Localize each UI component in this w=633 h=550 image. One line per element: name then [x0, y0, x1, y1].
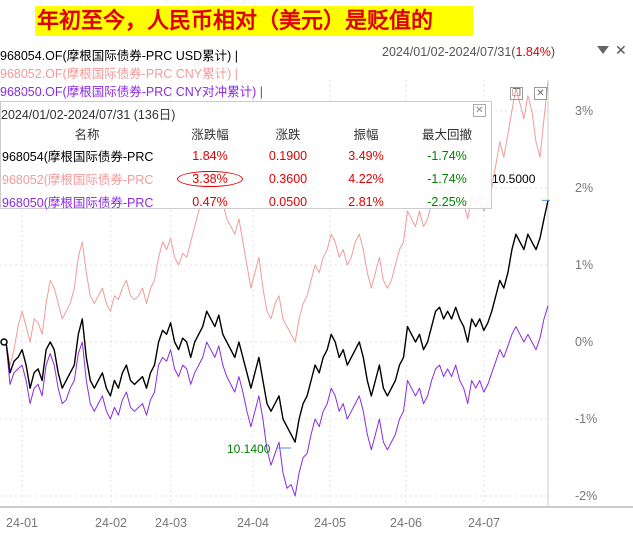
table-row[interactable]: 968050(摩根国际债券-PRC 0.47% 0.0500 2.81% -2.…: [1, 190, 491, 213]
col-name: 名称: [74, 127, 100, 142]
y-tick-label: -2%: [575, 489, 597, 503]
row-pct-highlight: 3.38%: [177, 170, 243, 187]
popup-title: 2024/01/02-2024/07/31 (136日): [1, 108, 176, 122]
stats-popup: 2024/01/02-2024/07/31 (136日) ✕ 名称 涨跌幅 涨跌…: [0, 101, 492, 210]
header-range-dates: 2024/01/02-2024/07/31: [382, 45, 512, 59]
legend-series-hedged[interactable]: 968050.OF(摩根国际债券-PRC CNY对冲累计) |: [0, 85, 264, 99]
close-icon[interactable]: ✕: [534, 87, 547, 100]
row-name: 968054(摩根国际债券-PRC: [2, 150, 154, 164]
col-chg: 涨跌: [275, 127, 301, 142]
row-dd: -1.74%: [427, 171, 467, 186]
header-range-pct: 1.84%: [515, 45, 551, 59]
header-range: 2024/01/02-2024/07/31(1.84%): [382, 45, 555, 59]
close-icon[interactable]: ✕: [473, 104, 486, 117]
row-pct: 0.47%: [192, 194, 228, 209]
headline-banner: 年初至今，人民币相对（美元）是贬值的: [35, 6, 473, 36]
header-range-open: (: [511, 45, 516, 59]
y-tick-label: 0%: [575, 335, 593, 349]
start-marker: [0, 338, 8, 346]
row-dd: -1.74%: [427, 148, 467, 163]
y-tick-label: 2%: [575, 181, 593, 195]
x-tick-label: 24-01: [6, 516, 38, 530]
row-amp: 4.22%: [348, 171, 384, 186]
row-amp: 2.81%: [348, 194, 384, 209]
row-name: 968052(摩根国际债券-PRC: [2, 173, 154, 187]
table-row[interactable]: 968054(摩根国际债券-PRC 1.84% 0.1900 3.49% -1.…: [1, 144, 491, 167]
legend-series-cny[interactable]: 968052.OF(摩根国际债券-PRC CNY累计) |: [0, 67, 239, 81]
col-pct: 涨跌幅: [191, 127, 229, 142]
x-tick-label: 24-02: [95, 516, 127, 530]
high-value-label: 10.5000: [492, 172, 536, 186]
x-tick-label: 24-05: [314, 516, 346, 530]
low-value-label: 10.1400: [227, 442, 271, 456]
stats-table: 名称 涨跌幅 涨跌 振幅 最大回撤 968054(摩根国际债券-PRC 1.84…: [1, 122, 491, 213]
header-range-close: ): [550, 45, 556, 59]
close-icon[interactable]: ✕: [615, 42, 627, 58]
y-tick-label: 3%: [575, 104, 593, 118]
row-chg: 0.3600: [268, 171, 308, 186]
y-tick-label: 1%: [575, 258, 593, 272]
chevron-down-icon[interactable]: [597, 46, 609, 54]
table-header-row: 名称 涨跌幅 涨跌 振幅 最大回撤: [1, 122, 491, 144]
col-dd: 最大回撤: [421, 127, 472, 142]
row-pct: 1.84%: [192, 148, 228, 163]
series-line-usd: [5, 200, 549, 443]
x-tick-label: 24-06: [390, 516, 422, 530]
y-tick-label: -1%: [575, 412, 597, 426]
col-amp: 振幅: [353, 127, 379, 142]
x-tick-label: 24-03: [155, 516, 187, 530]
legend-series-usd[interactable]: 968054.OF(摩根国际债券-PRC USD累计) |: [0, 49, 239, 63]
restore-window-icon[interactable]: ❐: [510, 87, 523, 100]
x-tick-label: 24-07: [468, 516, 500, 530]
row-amp: 3.49%: [348, 148, 384, 163]
table-row[interactable]: 968052(摩根国际债券-PRC 3.38% 0.3600 4.22% -1.…: [1, 167, 491, 190]
row-name: 968050(摩根国际债券-PRC: [2, 196, 154, 210]
row-dd: -2.25%: [427, 194, 467, 209]
x-tick-label: 24-04: [237, 516, 269, 530]
row-chg: 0.0500: [268, 194, 308, 209]
row-pct-cell: 3.38%: [173, 167, 247, 190]
row-chg: 0.1900: [268, 148, 308, 163]
